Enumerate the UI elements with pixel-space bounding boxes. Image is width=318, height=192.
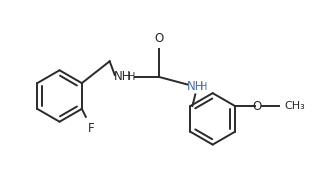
Text: CH₃: CH₃ (285, 101, 305, 111)
Text: F: F (88, 122, 94, 135)
Text: NH: NH (114, 70, 131, 84)
Text: H: H (200, 82, 208, 92)
Text: O: O (252, 99, 261, 113)
Text: H: H (128, 72, 135, 82)
Text: NH: NH (187, 80, 204, 93)
Text: O: O (154, 32, 164, 45)
